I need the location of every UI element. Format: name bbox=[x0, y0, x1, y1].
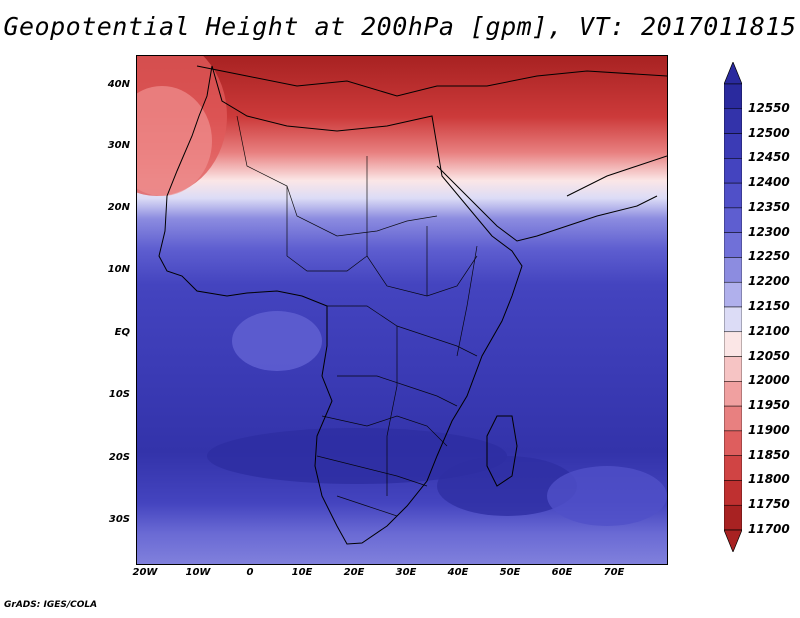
colorbar-level-label: 12250 bbox=[748, 249, 790, 264]
lat-tick-label: 30N bbox=[107, 140, 130, 151]
lon-tick-label: 20E bbox=[343, 567, 365, 578]
lat-tick-label: 20S bbox=[108, 452, 130, 463]
contour-west-pink bbox=[137, 86, 212, 196]
country-borders bbox=[236, 115, 478, 517]
lon-tick-label: 20W bbox=[132, 567, 158, 578]
lon-tick-label: 40E bbox=[447, 567, 469, 578]
colorbar-level-label: 12300 bbox=[748, 224, 790, 239]
colorbar-level-label: 12000 bbox=[748, 373, 790, 388]
persian-coast bbox=[566, 155, 667, 197]
contour-southeast-light bbox=[547, 466, 667, 526]
contour-equatorial-light bbox=[232, 311, 322, 371]
colorbar-level-label: 11700 bbox=[748, 522, 790, 536]
colorbar-level-label: 12150 bbox=[748, 299, 790, 313]
lon-tick-label: 10E bbox=[291, 567, 313, 578]
map-panel bbox=[136, 55, 668, 565]
mediterranean-coast bbox=[196, 65, 667, 97]
colorbar-level-label: 12050 bbox=[748, 348, 790, 363]
lat-tick-label: EQ bbox=[114, 327, 130, 338]
colorbar-level-label: 12550 bbox=[748, 100, 790, 115]
colorbar-level-label: 11800 bbox=[748, 472, 790, 487]
contour-south-dark-band bbox=[207, 428, 507, 484]
lat-tick-label: 20N bbox=[107, 202, 130, 213]
madagascar-outline bbox=[486, 415, 518, 487]
colorbar-level-label: 12450 bbox=[748, 150, 790, 165]
lat-tick-label: 10S bbox=[108, 389, 130, 400]
contour-southeast-dark bbox=[437, 456, 577, 516]
map-title: Geopotential Height at 200hPa [gpm], VT:… bbox=[3, 12, 797, 41]
colorbar bbox=[723, 61, 743, 553]
arabia-coast bbox=[436, 165, 658, 242]
lat-tick-label: 30S bbox=[108, 514, 130, 525]
lat-tick-label: 10N bbox=[107, 264, 130, 275]
lon-tick-label: 10W bbox=[185, 567, 211, 578]
lon-tick-label: 30E bbox=[395, 567, 417, 578]
colorbar-level-label: 11750 bbox=[748, 497, 790, 512]
colorbar-level-label: 11850 bbox=[748, 447, 790, 462]
colorbar-level-label: 12400 bbox=[748, 175, 790, 190]
lon-tick-label: 50E bbox=[499, 567, 521, 578]
lon-tick-label: 70E bbox=[603, 567, 625, 578]
colorbar-level-label: 12200 bbox=[748, 274, 790, 289]
credit-text: GrADS: IGES/COLA bbox=[4, 600, 98, 610]
colorbar-level-label: 12350 bbox=[748, 199, 790, 214]
lon-tick-label: 0 bbox=[246, 567, 254, 578]
map-svg bbox=[137, 56, 667, 564]
colorbar-level-label: 12500 bbox=[748, 125, 790, 140]
lat-tick-label: 40N bbox=[107, 79, 130, 90]
lon-tick-label: 60E bbox=[551, 567, 573, 578]
coastlines bbox=[158, 65, 667, 545]
colorbar-level-label: 11950 bbox=[748, 398, 790, 413]
africa-outline bbox=[158, 65, 523, 545]
colorbar-level-label: 11900 bbox=[748, 422, 790, 437]
colorbar-level-label: 12100 bbox=[748, 323, 790, 338]
